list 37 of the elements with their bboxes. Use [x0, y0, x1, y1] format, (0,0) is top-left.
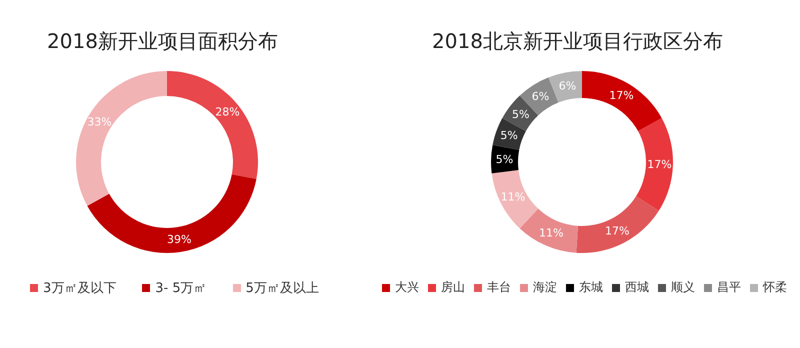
data-label: 17% — [647, 158, 672, 171]
legend-label: 大兴 — [394, 279, 419, 296]
chart-title: 2018新开业项目面积分布 — [46, 28, 279, 55]
data-label: 5% — [496, 153, 514, 166]
legend-label: 西城 — [624, 279, 649, 296]
donut-slice — [520, 208, 578, 253]
donut-slice — [76, 71, 167, 206]
donut-slice — [582, 71, 662, 132]
donut-slice — [492, 118, 526, 150]
legend-label: 5万㎡及以上 — [244, 280, 319, 297]
data-label: 17% — [609, 88, 634, 102]
data-label: 39% — [167, 233, 192, 246]
donut-slice — [548, 71, 582, 102]
donut-slice — [636, 118, 673, 211]
legend-label: 3- 5万㎡ — [154, 280, 207, 297]
legend-label: 海淀 — [532, 279, 557, 296]
data-label: 28% — [215, 105, 240, 118]
data-label: 6% — [532, 90, 550, 104]
donut-slice — [167, 71, 258, 180]
donut-slice — [492, 170, 538, 228]
data-label: 11% — [538, 226, 564, 240]
chart-title: 2018北京新开业项目行政区分布 — [431, 28, 724, 55]
legend-label: 怀柔 — [762, 279, 787, 296]
donut-slice — [576, 196, 659, 253]
data-label: 6% — [558, 79, 576, 92]
legend-label: 3万㎡及以下 — [42, 280, 116, 297]
data-label: 33% — [87, 116, 112, 129]
legend-label: 丰台 — [486, 279, 511, 296]
legend-label: 昌平 — [716, 279, 741, 296]
data-label: 11% — [500, 190, 526, 204]
data-label: 17% — [604, 224, 630, 238]
legend-label: 顺义 — [670, 279, 695, 296]
data-label: 5% — [500, 129, 518, 142]
legend-label: 东城 — [578, 279, 603, 296]
legend-label: 房山 — [440, 279, 465, 296]
data-label: 5% — [512, 108, 530, 121]
donut-slice — [87, 174, 256, 253]
